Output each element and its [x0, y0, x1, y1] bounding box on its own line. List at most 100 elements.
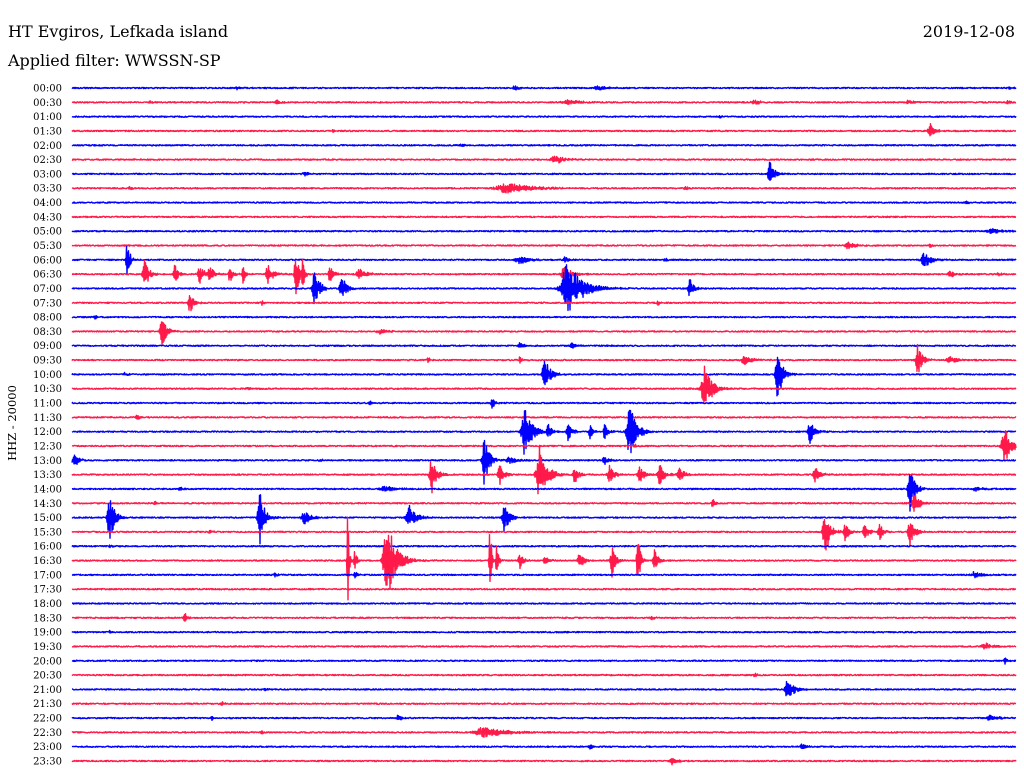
seismic-trace — [71, 114, 1017, 119]
time-tick-label: 18:30 — [33, 613, 62, 624]
time-tick-label: 04:00 — [33, 198, 62, 209]
seismic-trace — [71, 494, 1017, 545]
seismic-trace — [71, 215, 1017, 219]
seismic-trace — [71, 414, 1017, 420]
seismic-trace — [71, 701, 1017, 707]
seismic-trace — [71, 727, 1017, 738]
time-tick-label: 19:30 — [33, 642, 62, 653]
time-tick-label: 01:30 — [33, 127, 62, 138]
channel-scale-label: HHZ - 20000 — [5, 385, 19, 461]
seismic-trace — [71, 544, 1017, 549]
seismic-trace — [71, 315, 1017, 320]
seismic-trace — [71, 228, 1017, 234]
time-tick-label: 13:00 — [33, 456, 62, 467]
seismic-trace — [71, 200, 1017, 205]
seismic-trace — [71, 264, 1017, 312]
time-tick-label: 19:00 — [33, 628, 62, 639]
time-tick-label: 16:00 — [33, 542, 62, 553]
seismic-trace — [71, 570, 1017, 579]
seismic-trace — [71, 587, 1017, 591]
time-tick-label: 14:30 — [33, 499, 62, 510]
time-tick-label: 00:30 — [33, 98, 62, 109]
seismic-trace — [71, 245, 1017, 275]
time-tick-label: 09:00 — [33, 341, 62, 352]
time-tick-label: 20:00 — [33, 656, 62, 667]
time-tick-label: 02:00 — [33, 141, 62, 152]
time-tick-label: 10:00 — [33, 370, 62, 381]
time-tick-label: 00:00 — [33, 84, 62, 95]
time-tick-label: 06:00 — [33, 255, 62, 266]
seismic-trace — [71, 516, 1017, 601]
seismic-trace — [71, 429, 1017, 460]
time-tick-label: 11:00 — [33, 399, 62, 410]
seismic-trace — [71, 629, 1017, 634]
seismic-trace — [71, 758, 1017, 766]
time-tick-label: 17:30 — [33, 585, 62, 596]
time-tick-label: 09:30 — [33, 356, 62, 367]
seismic-trace — [71, 342, 1017, 349]
seismic-trace — [71, 99, 1017, 106]
seismic-trace — [71, 155, 1017, 164]
seismic-trace — [71, 518, 1017, 551]
seismic-trace — [71, 161, 1017, 182]
seismic-trace — [71, 399, 1017, 409]
time-tick-label: 08:30 — [33, 327, 62, 338]
seismic-trace — [71, 241, 1017, 250]
time-tick-label: 03:00 — [33, 169, 62, 180]
time-tick-label: 10:30 — [33, 384, 62, 395]
time-tick-label: 16:30 — [33, 556, 62, 567]
time-tick-label: 13:30 — [33, 470, 62, 481]
seismic-trace — [71, 612, 1017, 622]
time-tick-label: 07:30 — [33, 298, 62, 309]
time-tick-label: 07:00 — [33, 284, 62, 295]
trace-group — [71, 85, 1017, 766]
seismic-trace — [71, 365, 1017, 403]
seismic-trace — [71, 657, 1017, 665]
seismic-trace — [71, 444, 1017, 495]
time-tick-label: 14:00 — [33, 484, 62, 495]
seismic-trace — [71, 85, 1017, 91]
station-title: HT Evgiros, Lefkada island — [8, 22, 228, 41]
seismic-trace — [71, 295, 1017, 312]
time-tick-label: 02:30 — [33, 155, 62, 166]
time-tick-label: 17:00 — [33, 570, 62, 581]
time-tick-label: 20:30 — [33, 671, 62, 682]
time-tick-label: 01:00 — [33, 112, 62, 123]
time-tick-label: 21:30 — [33, 699, 62, 710]
time-tick-label: 03:30 — [33, 184, 62, 195]
seismic-trace — [71, 672, 1017, 678]
time-tick-label: 15:00 — [33, 513, 62, 524]
seismic-trace — [71, 474, 1017, 512]
time-tick-label: 23:00 — [33, 742, 62, 753]
seismic-trace — [71, 343, 1017, 373]
seismic-trace — [71, 743, 1017, 750]
filter-label: Applied filter: WWSSN-SP — [7, 51, 221, 70]
seismic-trace — [71, 602, 1017, 605]
time-tick-label: 05:30 — [33, 241, 62, 252]
time-tick-label: 05:00 — [33, 227, 62, 238]
seismic-trace — [71, 356, 1017, 397]
time-axis-labels: 00:00 00:30 01:00 01:30 02:00 02:30 03:00 03:30… — [33, 84, 62, 768]
seismic-trace — [71, 409, 1017, 455]
plot-date: 2019-12-08 — [923, 22, 1015, 41]
seismic-trace — [71, 642, 1017, 650]
seismic-trace — [71, 321, 1017, 345]
time-tick-label: 21:00 — [33, 685, 62, 696]
time-tick-label: 18:00 — [33, 599, 62, 610]
time-tick-label: 23:30 — [33, 757, 62, 768]
time-tick-label: 11:30 — [33, 413, 62, 424]
seismic-trace — [71, 439, 1017, 485]
seismic-trace — [71, 258, 1017, 295]
seismic-trace — [71, 680, 1017, 697]
time-tick-label: 15:30 — [33, 527, 62, 538]
seismic-trace — [71, 122, 1017, 137]
time-tick-label: 04:30 — [33, 212, 62, 223]
time-tick-label: 22:30 — [33, 728, 62, 739]
time-tick-label: 06:30 — [33, 270, 62, 281]
seismic-trace — [71, 143, 1017, 148]
seismic-trace — [71, 494, 1017, 512]
seismic-trace — [71, 714, 1017, 722]
time-tick-label: 22:00 — [33, 714, 62, 725]
time-tick-label: 08:00 — [33, 313, 62, 324]
